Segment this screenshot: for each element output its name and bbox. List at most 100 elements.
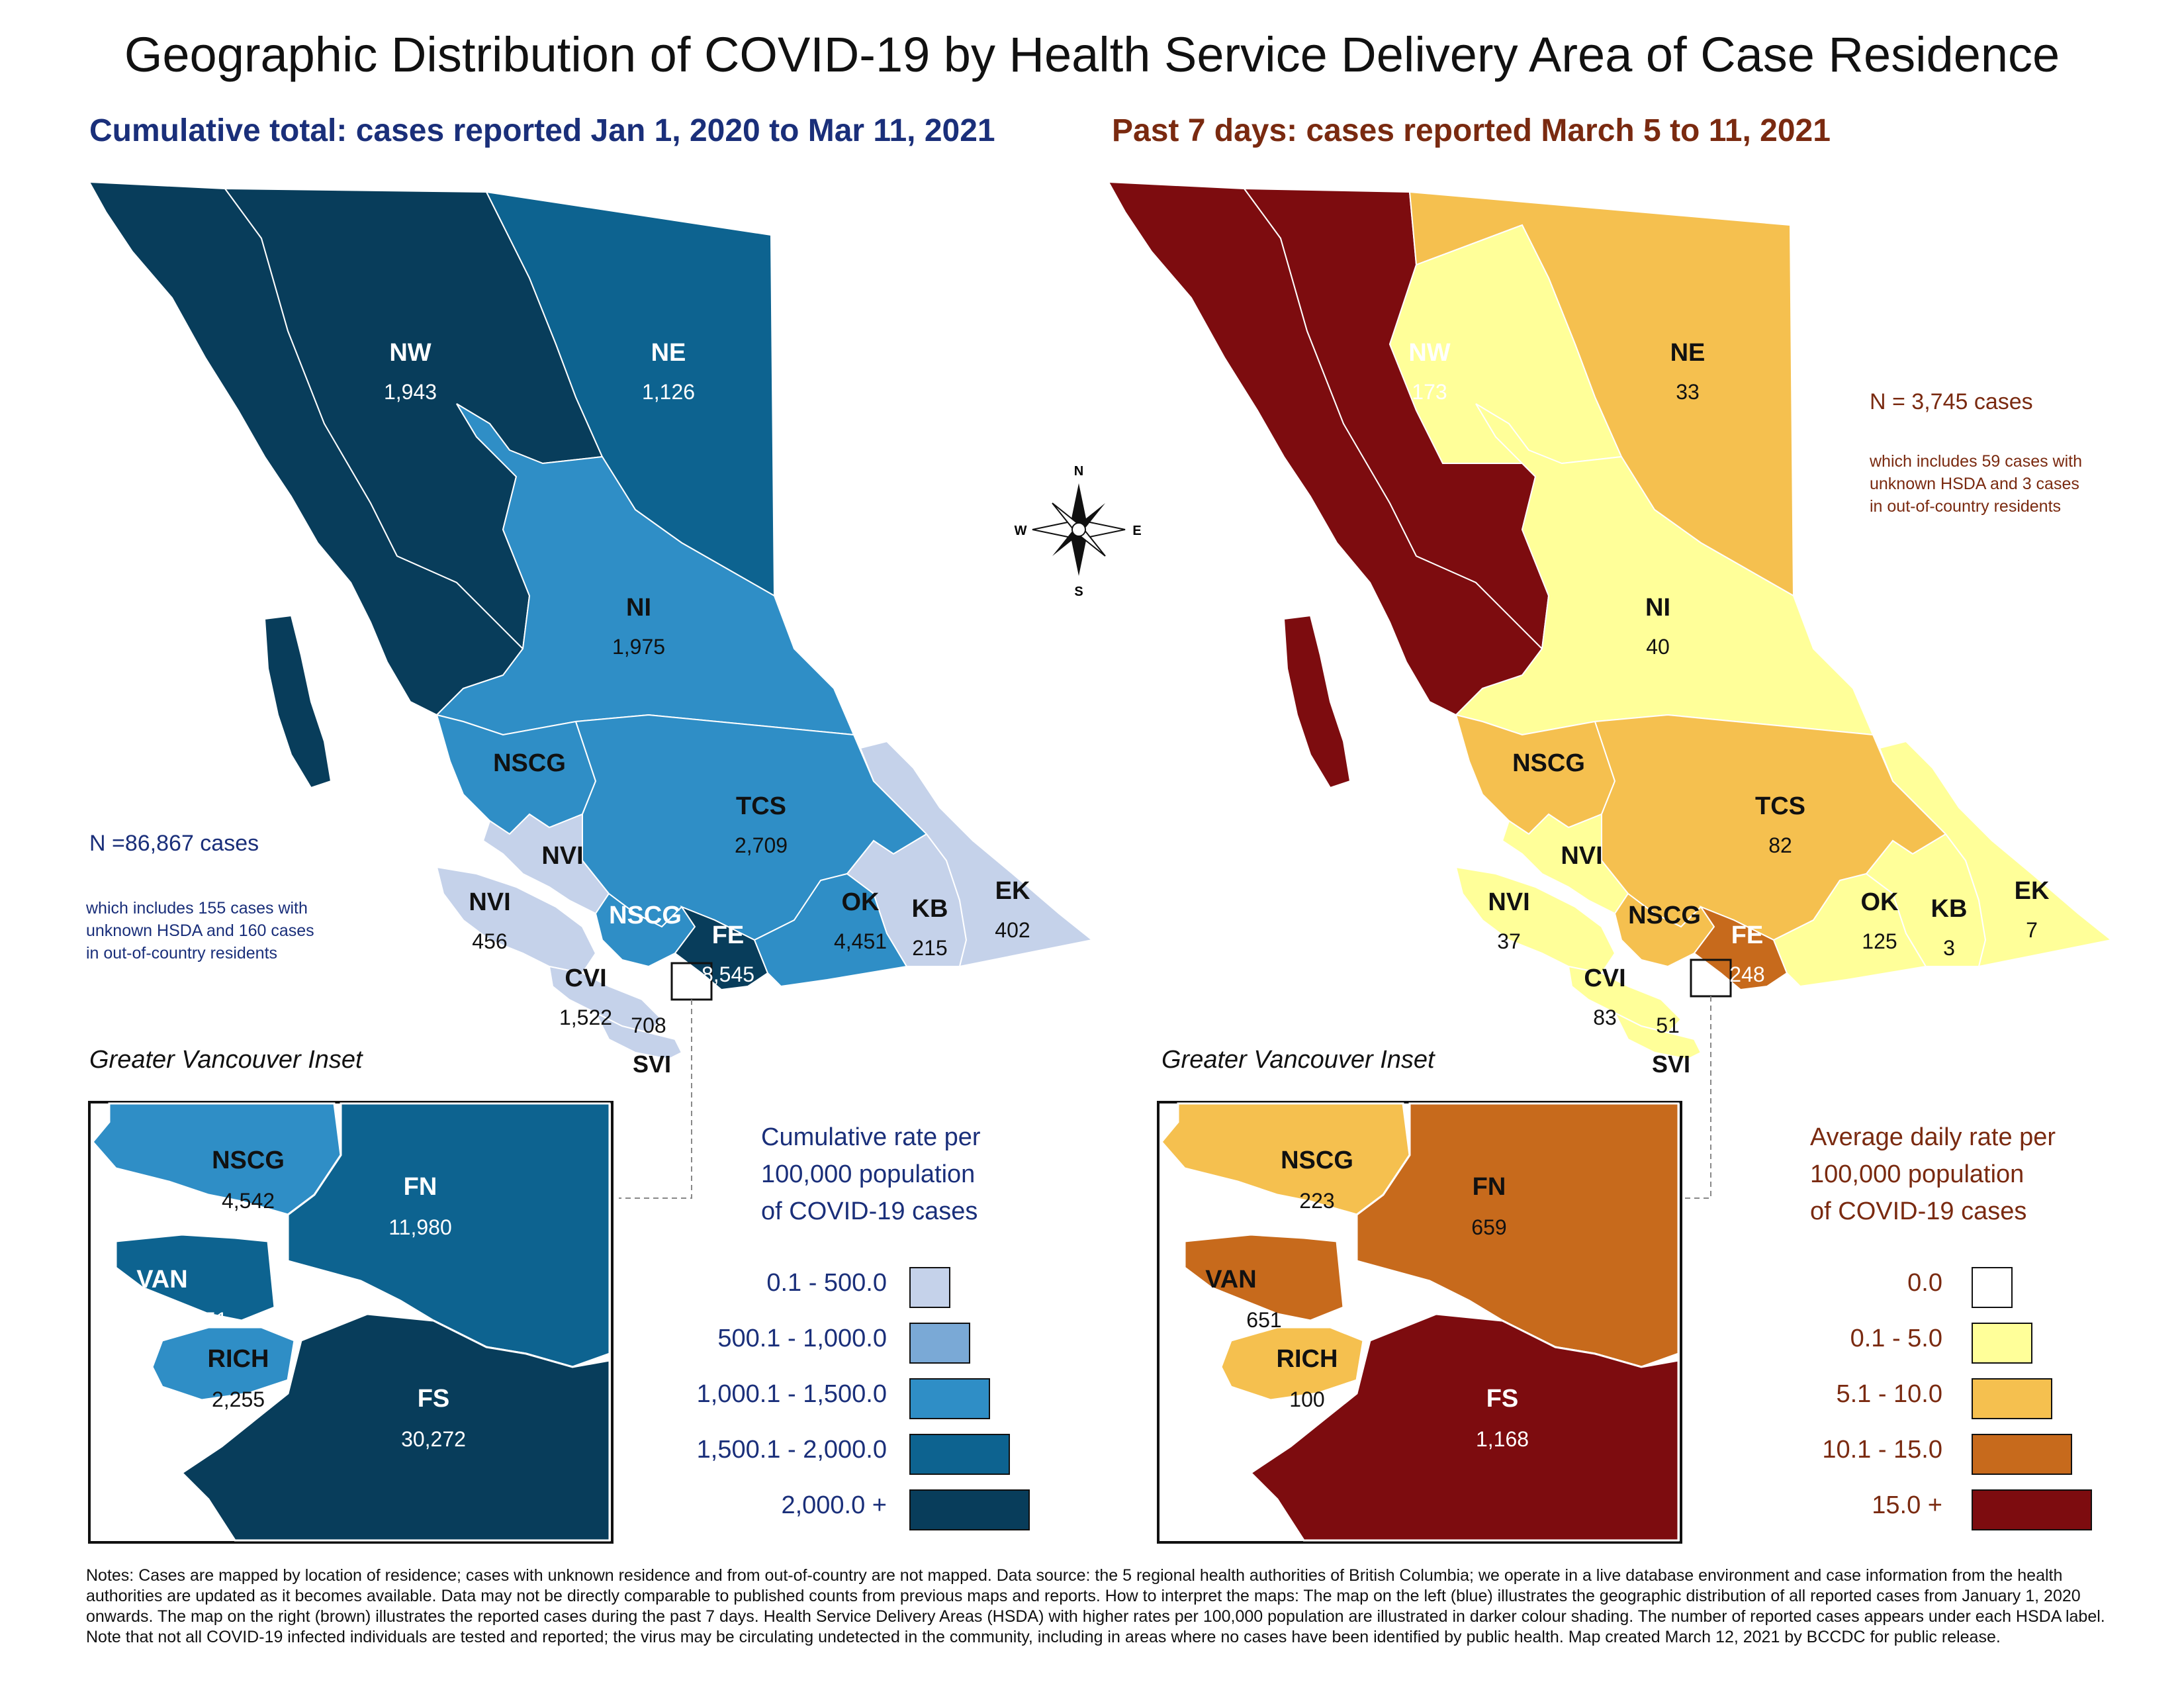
right-n-note-line: which includes 59 cases with [1870, 452, 2082, 471]
left-inset-labels: NSCG 4,542 FN 11,980 VAN 13,451 RICH 2,255 FS 30,… [136, 1147, 466, 1451]
compass-rose-icon: N S E W [1015, 464, 1142, 599]
inset-count-fs: 30,272 [401, 1427, 466, 1451]
region-count-nw: 1,943 [384, 380, 437, 404]
region-fe[interactable] [1693, 905, 1788, 991]
legend-title-line: Average daily rate per [1810, 1123, 2056, 1151]
region-count-cvi: 1,522 [559, 1006, 612, 1029]
inset-count-nscg: 223 [1299, 1189, 1334, 1213]
legend-swatch [1972, 1489, 2092, 1530]
inset-count-rich: 2,255 [212, 1387, 265, 1411]
inset-label-fs: FS [1486, 1385, 1519, 1413]
inset-leader-line [1684, 996, 1711, 1199]
inset-label-nscg: NSCG [1281, 1147, 1353, 1174]
region-label-fe: FE [1731, 921, 1764, 949]
legend-swatch [1972, 1434, 2072, 1475]
legend-label: 1,000.1 - 1,500.0 [697, 1380, 887, 1408]
compass-e: E [1132, 524, 1141, 538]
region-count-fe: 8,545 [702, 962, 754, 986]
compass-n: N [1074, 464, 1083, 479]
region-label-fe: FE [712, 921, 745, 949]
region-label-cvi: CVI [565, 964, 606, 992]
inset-fs[interactable] [1249, 1313, 1680, 1542]
legend-swatch [909, 1267, 950, 1308]
region-label-nvi: NVI [469, 888, 510, 916]
right-n-note-line: in out-of-country residents [1870, 497, 2062, 516]
region-count-ek: 7 [2026, 918, 2038, 942]
region-svi[interactable] [1613, 1011, 1702, 1060]
inset-fn[interactable] [1355, 1102, 1680, 1368]
legend-swatch [1972, 1267, 2013, 1308]
legend-swatch [909, 1378, 990, 1419]
inset-fs[interactable] [180, 1313, 611, 1542]
inset-label-rich: RICH [208, 1345, 269, 1373]
legend-label: 0.1 - 500.0 [766, 1269, 887, 1297]
region-count-nvi: 37 [1497, 929, 1521, 953]
region-haida-gwaii[interactable] [1283, 614, 1351, 789]
notes: Notes: Cases are mapped by location of r… [86, 1566, 2105, 1646]
region-ek[interactable] [859, 740, 1094, 968]
legend-swatch [909, 1434, 1010, 1475]
legend-label: 500.1 - 1,000.0 [717, 1325, 887, 1352]
legend-label: 10.1 - 15.0 [1822, 1436, 1942, 1464]
left-subtitle: Cumulative total: cases reported Jan 1, … [89, 113, 995, 148]
region-count-ne: 33 [1676, 380, 1700, 404]
left-map [88, 181, 1094, 1199]
region-label-ok: OK [842, 888, 880, 916]
legend-swatch [909, 1489, 1030, 1530]
inset-rich[interactable] [1220, 1326, 1365, 1401]
region-count-ek: 402 [995, 918, 1030, 942]
inset-nscg[interactable] [1160, 1102, 1411, 1216]
region-label-tcs: TCS [1755, 792, 1805, 820]
right-inset-labels: NSCG 223 FN 659 VAN 651 RICH 100 FS 1,168 [1205, 1147, 1529, 1451]
region-count-ok: 4,451 [834, 929, 887, 953]
inset-nscg[interactable] [91, 1102, 342, 1216]
right-n-note: which includes 59 cases with unknown HSD… [1870, 450, 2082, 518]
region-svi[interactable] [594, 1011, 683, 1060]
right-inset-title: Greater Vancouver Inset [1161, 1046, 1435, 1074]
legend-title-line: 100,000 population [761, 1160, 976, 1188]
inset-van[interactable] [114, 1233, 276, 1322]
region-label-nscg: NSCG [493, 749, 566, 777]
inset-count-rich: 100 [1289, 1387, 1324, 1411]
inset-van[interactable] [1183, 1233, 1345, 1322]
inset-count-van: 13,451 [163, 1308, 228, 1332]
region-label-cvi: CVI [1584, 964, 1625, 992]
inset-label-van: VAN [136, 1266, 187, 1293]
right-n-note-line: unknown HSDA and 3 cases [1870, 475, 2079, 493]
region-label-ek: EK [995, 877, 1030, 905]
region-label-tcs: TCS [736, 792, 786, 820]
region-fe[interactable] [674, 905, 769, 991]
legend-title-line: of COVID-19 cases [761, 1197, 978, 1225]
right-legend: 0.0 0.1 - 5.0 5.1 - 10.0 10.1 - 15.0 15.0 + [1822, 1267, 2092, 1530]
inset-count-van: 651 [1246, 1308, 1281, 1332]
region-label-ni: NI [1645, 594, 1670, 622]
right-legend-title: Average daily rate per 100,000 populatio… [1810, 1119, 2056, 1230]
right-region-labels: NW173NE33NI40NSCGTCS82NVINVI37NSCGFE248O… [1408, 339, 2050, 1078]
right-map [1107, 181, 2113, 1199]
region-count-nw: 173 [1412, 380, 1447, 404]
region-label-nw: NW [1408, 339, 1450, 367]
legend-title-line: 100,000 population [1810, 1160, 2025, 1188]
region-label-nvi: NVI [1561, 842, 1602, 870]
region-label-svi: SVI [633, 1051, 671, 1078]
region-label-kb: KB [912, 895, 948, 923]
inset-label-rich: RICH [1277, 1345, 1338, 1373]
region-label-nvi: NVI [1488, 888, 1529, 916]
region-label-ek: EK [2015, 877, 2050, 905]
left-n-total: N =86,867 cases [89, 831, 259, 856]
legend-label: 15.0 + [1872, 1491, 1942, 1519]
region-count-kb: 3 [1943, 936, 1955, 960]
legend-label: 0.0 [1907, 1269, 1942, 1297]
left-n-note-line: which includes 155 cases with [86, 899, 308, 917]
inset-rich[interactable] [151, 1326, 296, 1401]
inset-count-fn: 11,980 [388, 1215, 452, 1239]
legend-label: 2,000.0 + [781, 1491, 887, 1519]
left-n-note-line: unknown HSDA and 160 cases [86, 921, 314, 940]
inset-count-nscg: 4,542 [222, 1189, 275, 1213]
inset-fn[interactable] [287, 1102, 611, 1368]
left-inset-title: Greater Vancouver Inset [89, 1046, 363, 1074]
region-haida-gwaii[interactable] [263, 614, 332, 789]
region-label-nscg: NSCG [1512, 749, 1585, 777]
region-count-nvi: 456 [472, 929, 507, 953]
region-ek[interactable] [1878, 740, 2113, 968]
